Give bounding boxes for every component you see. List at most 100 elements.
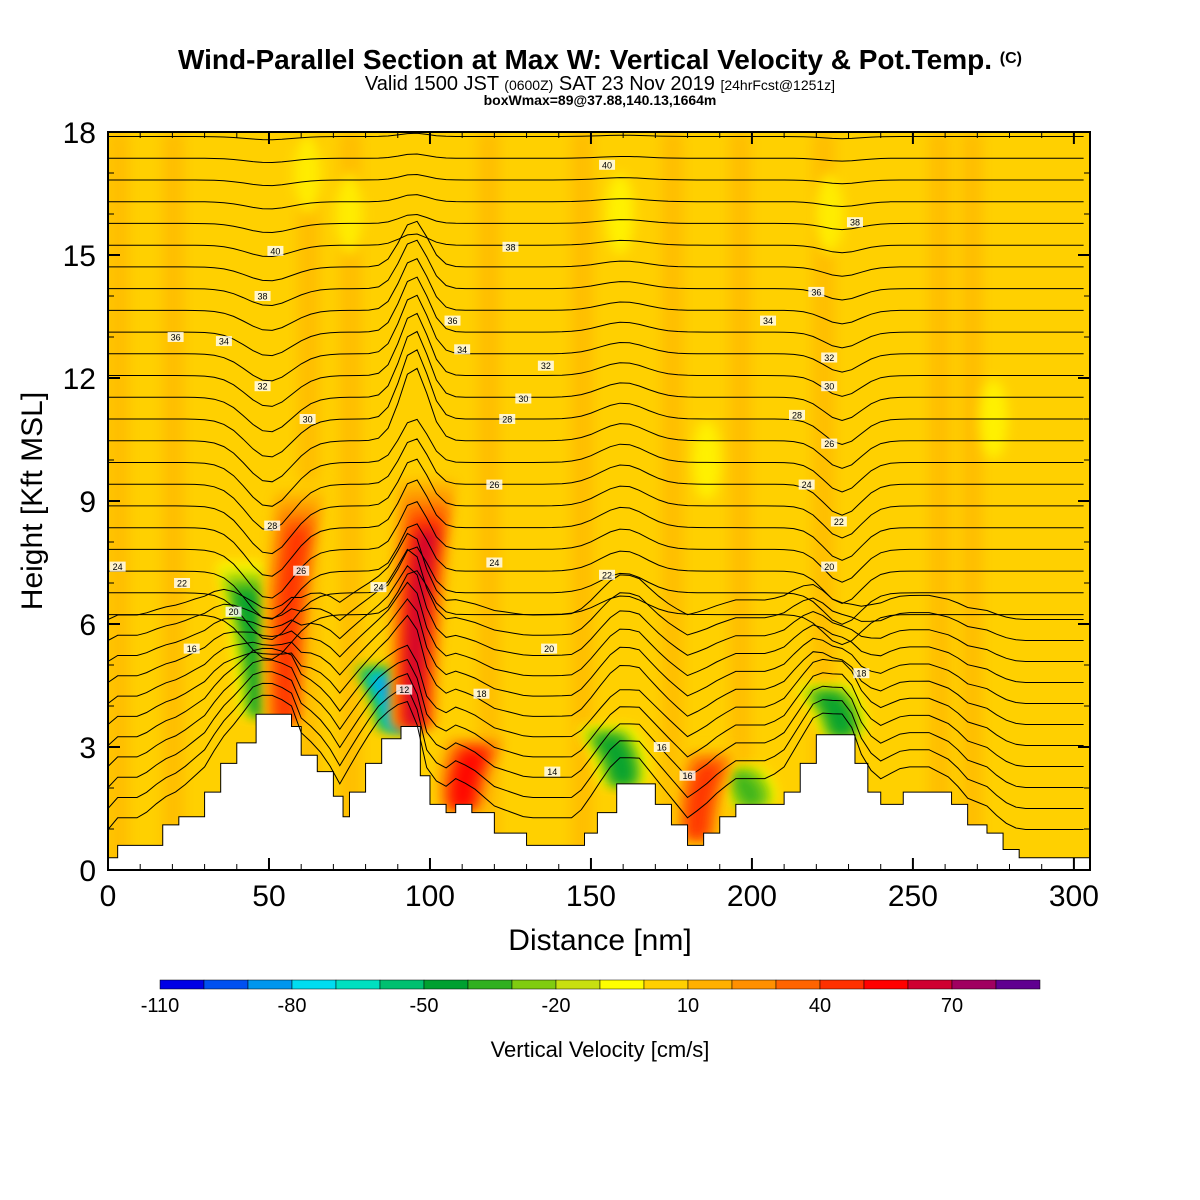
weak-updraft-streak — [477, 132, 500, 870]
colorbar-tick-label: -80 — [278, 995, 307, 1017]
isentrope-line — [108, 614, 1084, 725]
isentrope-label-bg — [225, 606, 242, 617]
isentrope-line — [108, 523, 1084, 620]
updraft-core — [688, 765, 722, 839]
colorbar-swatch — [643, 979, 689, 990]
isentrope-label-bg — [537, 360, 554, 371]
isentrope-label: 28 — [792, 410, 802, 420]
isentrope-line — [108, 500, 1084, 599]
isentrope-label-bg — [599, 159, 616, 170]
isentrope-label: 38 — [505, 242, 515, 252]
isentrope-line — [108, 312, 1084, 407]
weak-updraft-streak — [339, 132, 362, 870]
x-tick-label: 200 — [727, 880, 777, 913]
isentrope-label: 14 — [547, 767, 557, 777]
isentrope-label-bg — [183, 643, 200, 654]
colorbar-tick-label: -50 — [410, 995, 439, 1017]
title-mark: (C) — [999, 50, 1023, 67]
terrain — [107, 713, 1091, 871]
isentrope-line — [108, 213, 1084, 234]
isentrope-label: 32 — [258, 382, 268, 392]
isentrope-label-bg — [486, 479, 503, 490]
colorbar-swatch — [907, 979, 953, 990]
isentrope-line — [108, 598, 1084, 704]
colorbar-tick-label: 40 — [809, 995, 831, 1017]
isentrope-label: 32 — [824, 353, 834, 363]
isentrope-label: 16 — [187, 644, 197, 654]
downdraft-core — [723, 774, 761, 805]
isentrope-line — [108, 644, 1084, 746]
colorbar-tick-label: -110 — [141, 995, 180, 1017]
colorbar-tick-label: 70 — [941, 995, 963, 1017]
isentrope-label: 16 — [683, 771, 693, 781]
colorbar-swatch — [555, 979, 601, 990]
x-tick-label: 300 — [1049, 880, 1099, 913]
isentrope-line — [108, 671, 1084, 788]
isentrope-label-bg — [821, 561, 838, 572]
y-tick-label: 18 — [63, 117, 96, 150]
updraft-core — [276, 528, 310, 722]
isentrope-line — [108, 548, 1084, 641]
isentrope-label-bg — [267, 245, 284, 256]
colorbar-swatch — [467, 979, 513, 990]
isentrope-line — [108, 153, 1084, 164]
isentrope-line — [108, 694, 1084, 830]
isentrope-line — [108, 220, 1084, 282]
isentrope-label-bg — [821, 352, 838, 363]
weak-updraft-streak — [162, 132, 185, 870]
downdraft-core — [813, 695, 851, 735]
isentrope-label-bg — [821, 381, 838, 392]
weak-downdraft-patch — [605, 174, 634, 254]
colorbar-swatch — [599, 979, 645, 990]
colorbar-label: Vertical Velocity [cm/s] — [491, 1037, 710, 1062]
updraft-core — [453, 752, 487, 808]
weak-updraft-streak — [571, 132, 594, 870]
colorbar-swatch — [291, 979, 337, 990]
x-tick-label: 0 — [100, 880, 117, 913]
isentrope-label: 12 — [399, 685, 409, 695]
weak-updraft-streak — [729, 132, 752, 870]
isentrope-label: 22 — [177, 579, 187, 589]
isentrope-label: 30 — [824, 382, 834, 392]
y-tick-label: 3 — [79, 732, 96, 765]
isentrope-label: 26 — [296, 566, 306, 576]
isentrope-label-bg — [821, 438, 838, 449]
isentrope-line — [108, 565, 1084, 662]
y-tick-label: 15 — [63, 240, 96, 273]
isentrope-label-bg — [544, 766, 561, 777]
isentrope-label: 24 — [489, 558, 499, 568]
chart-subtitle: Valid 1500 JST (0600Z) SAT 23 Nov 2019 [… — [364, 73, 836, 95]
isentrope-label-bg — [215, 336, 232, 347]
isentrope-label-bg — [830, 516, 847, 527]
weak-updraft-streak — [960, 132, 983, 870]
weak-downdraft-patch — [692, 420, 721, 500]
isentrope-label: 18 — [856, 669, 866, 679]
y-tick-label: 6 — [79, 609, 96, 642]
isentrope-label-bg — [808, 286, 825, 297]
isentropes: 24 22 20 16 28 26 24 12 18 24 20 22 14 16 16 32 30 34 36 38… — [108, 132, 1084, 830]
weak-downdraft-patch — [815, 174, 844, 254]
isentrope-label-bg — [370, 582, 387, 593]
isentrope-label: 20 — [229, 607, 239, 617]
isentrope-label: 34 — [219, 337, 229, 347]
colorbar-swatch — [731, 979, 777, 990]
y-tick-label: 0 — [79, 855, 96, 888]
isentrope-label-bg — [760, 315, 777, 326]
isentrope-label: 28 — [267, 521, 277, 531]
isentrope-line — [108, 173, 1084, 187]
isentrope-line — [108, 570, 1084, 660]
isentrope-label-bg — [254, 381, 271, 392]
downdraft-core — [594, 737, 632, 784]
isentrope-label: 24 — [373, 583, 383, 593]
isentrope-label-bg — [109, 561, 126, 572]
isentrope-line — [108, 682, 1084, 809]
isentrope-line — [108, 532, 1084, 620]
y-tick-label: 12 — [63, 363, 96, 396]
weak-updraft-streak — [661, 132, 684, 870]
isentrope-label: 34 — [457, 345, 467, 355]
isentrope-label-bg — [254, 291, 271, 301]
x-tick-label: 150 — [566, 880, 616, 913]
isentrope-line — [108, 258, 1084, 331]
isentrope-label-bg — [167, 332, 184, 342]
